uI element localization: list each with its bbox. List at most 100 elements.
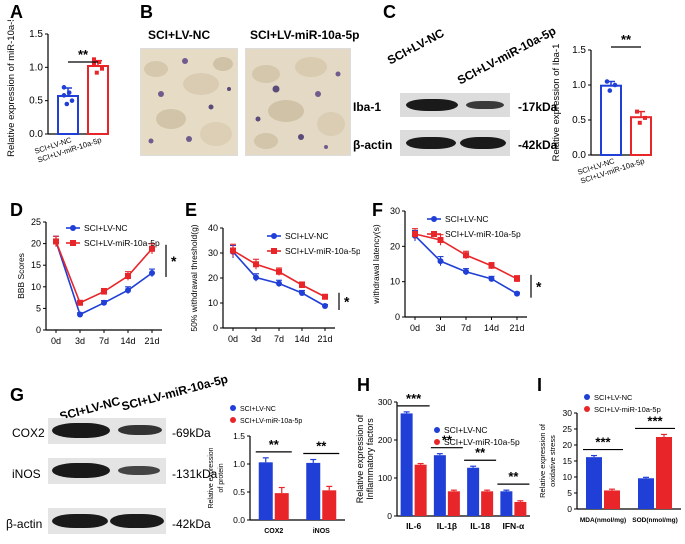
legend-marker	[434, 427, 440, 433]
y-axis-label: 50% withdrawal threshold(g)	[189, 224, 199, 331]
blot-band	[118, 425, 162, 435]
panel-label-i: I	[537, 375, 543, 395]
bar	[322, 490, 337, 520]
panel-label-c: C	[383, 2, 396, 22]
legend-label: SCI+LV-miR-10a-5p	[240, 418, 302, 425]
y-tick-label: 10	[31, 282, 41, 292]
blot-band	[460, 137, 506, 149]
bar	[600, 84, 622, 156]
significance-label: **	[316, 439, 327, 454]
y-tick-label: 0	[387, 511, 392, 521]
legend-label: SCI+LV-miR-10a-5p	[444, 437, 520, 447]
panel-label-h: H	[357, 375, 370, 395]
y-axis-label: Relative expression of miR-10a-5p	[6, 20, 17, 157]
blot-g-kda-actin: -42kDa	[172, 517, 211, 531]
blot-g-protein-inos: iNOS	[12, 467, 41, 481]
y-tick-label: 25	[563, 424, 573, 434]
data-point	[514, 290, 520, 297]
x-tick-label: 7d	[461, 323, 471, 333]
legend-label: SCI+LV-miR-10a-5p	[285, 246, 360, 256]
data-point	[53, 238, 59, 245]
y-axis-label: of protein	[218, 463, 225, 492]
x-tick-label: 21d	[317, 334, 332, 344]
blot-c-kda-actin: -42kDa	[518, 138, 558, 152]
data-point	[488, 275, 495, 282]
chart-d: 0 5 10 15 20 25 0d 3d 7d 14d 21d SCI+LV-NC SCI+LV-mi…	[16, 217, 177, 346]
data-point	[92, 57, 96, 62]
blot-c-strip-iba1	[400, 93, 510, 117]
blot-g-kda-cox2: -69kDa	[172, 426, 211, 440]
chart-a: 0.00.51.01.5SCI+LV-NCSCI+LV-miR-10a-5pRe…	[6, 20, 109, 165]
x-tick-label: 14d	[484, 323, 499, 333]
bar	[656, 437, 672, 509]
series-line	[414, 235, 518, 295]
legend-label: SCI+LV-miR-10a-5p	[594, 405, 661, 414]
blot-g-protein-actin: β-actin	[6, 517, 43, 531]
data-point	[437, 258, 444, 265]
data-point	[101, 288, 107, 295]
data-point	[607, 88, 613, 93]
significance-label: **	[269, 437, 280, 452]
micrograph-label-mir: SCI+LV-miR-10a-5p	[250, 28, 360, 42]
data-point	[92, 62, 96, 66]
panel-label-a: A	[10, 2, 23, 22]
y-axis-label: withdrawal latency(s)	[371, 224, 381, 305]
data-point	[637, 120, 642, 125]
y-tick-label: 20	[208, 273, 218, 283]
blot-band	[52, 514, 108, 528]
x-tick-label: COX2	[264, 528, 283, 535]
legend-marker	[431, 231, 437, 237]
y-tick-label: 30	[208, 248, 218, 258]
significance-label: *	[536, 278, 542, 294]
y-axis-label: Inflammatory factors	[365, 418, 375, 500]
panel-label-b: B	[140, 2, 153, 22]
legend-label: SCI+LV-miR-10a-5p	[445, 229, 521, 239]
data-point	[77, 311, 83, 318]
y-tick-label: 1.5	[233, 431, 245, 441]
micrograph-label-nc: SCI+LV-NC	[148, 28, 211, 42]
significance-label: **	[442, 433, 453, 448]
blot-band	[118, 466, 160, 475]
x-tick-label: IL-6	[406, 521, 421, 531]
data-point	[322, 303, 328, 309]
data-point	[643, 115, 647, 120]
data-point	[635, 109, 639, 114]
y-tick-label: 1.0	[29, 62, 43, 73]
data-point	[77, 299, 83, 306]
data-point	[61, 85, 67, 90]
x-tick-label: 0d	[410, 323, 420, 333]
bar	[57, 95, 79, 135]
blot-g-strip-actin	[48, 508, 166, 534]
x-tick-label: 3d	[251, 334, 261, 344]
y-tick-label: 15	[31, 260, 41, 270]
y-tick-label: 0.5	[572, 115, 586, 126]
y-axis-label: BBB Scores	[16, 253, 26, 299]
data-point	[437, 236, 444, 243]
x-tick-label: IL-18	[470, 521, 490, 531]
data-point	[125, 273, 131, 279]
data-point	[101, 299, 107, 306]
y-tick-label: 10	[208, 298, 218, 308]
y-tick-label: 20	[31, 239, 41, 249]
x-tick-label: SOD(nmol/mg)	[632, 517, 678, 524]
legend-label: SCI+LV-NC	[240, 406, 276, 413]
legend-label: SCI+LV-NC	[285, 231, 329, 241]
y-tick-label: 0.0	[572, 150, 586, 161]
data-point	[322, 293, 328, 300]
series-line	[232, 251, 326, 307]
bar	[514, 501, 527, 516]
data-point	[463, 252, 469, 259]
significance-label: ***	[647, 413, 663, 428]
y-tick-label: 300	[378, 397, 392, 407]
x-tick-label: IL-1β	[437, 521, 457, 531]
blot-c-strip-actin	[400, 130, 510, 156]
significance-label: ***	[406, 391, 422, 406]
data-point	[69, 98, 75, 103]
y-tick-label: 1.5	[572, 45, 586, 56]
blot-g-protein-cox2: COX2	[12, 426, 45, 440]
legend-marker	[434, 439, 440, 445]
legend-marker	[230, 405, 236, 411]
legend-label: SCI+LV-NC	[594, 393, 633, 402]
data-point	[604, 79, 610, 84]
blot-c-label-mir: SCI+LV-miR-10a-5p	[455, 23, 559, 88]
